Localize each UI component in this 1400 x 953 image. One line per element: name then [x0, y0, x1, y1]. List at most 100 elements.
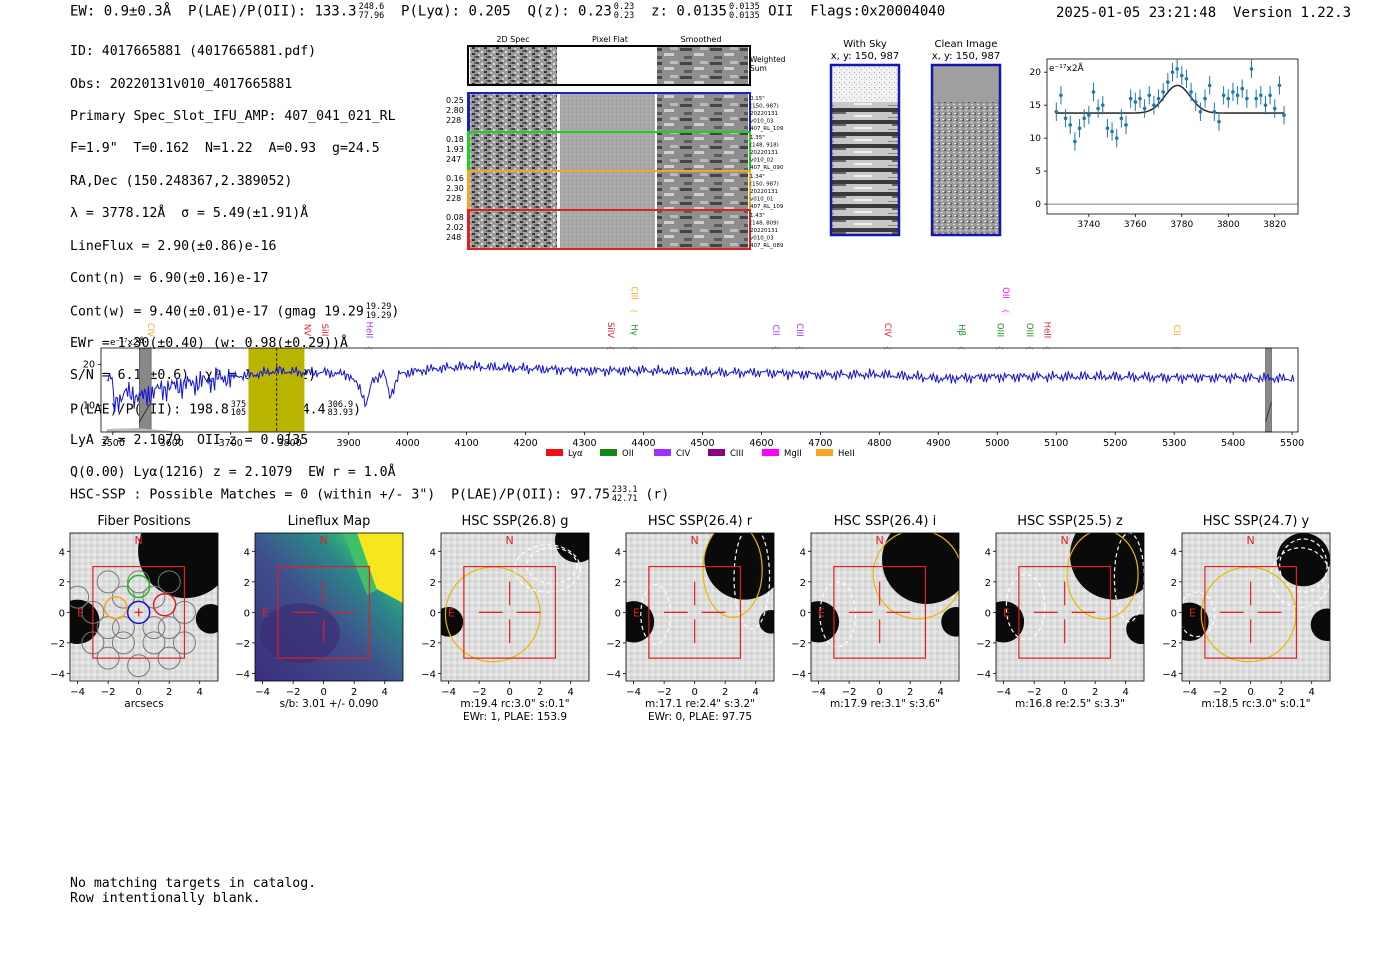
hsc-east-4: E [818, 606, 825, 619]
info-id: ID: 4017665881 (4017665881.pdf) [70, 44, 317, 60]
spec-frame [100, 347, 1299, 433]
header-z-hi: 0.0135 [728, 2, 760, 12]
hsc-box-6 [1204, 565, 1298, 659]
hsc-ytick-label-3-3: −2 [606, 639, 621, 650]
footer-notes: No matching targets in catalog. Row inten… [70, 876, 316, 906]
hsc-source-0-2 [195, 604, 218, 634]
header-z: z: 0.0135 [651, 3, 727, 20]
col-label-smooth: Smoothed [681, 35, 722, 44]
spec-line-markers: CIV{NV{SiII{HeII{SiIV{CIII{Hγ{CII{CIII{C… [145, 286, 1181, 350]
hsc-source-2-0 [441, 607, 464, 637]
hsc-xtick-label-0-3: 2 [166, 687, 172, 698]
spec-xtick-label-4800: 4800 [867, 438, 891, 449]
hsc-xtick-label-4-1: −2 [842, 687, 857, 698]
hsc-panel-0: Fiber Positions N E 4 2 0 −2 −4 −4 −2 0 2 4 arcsecs [50, 514, 219, 710]
hsc-east-5: E [1003, 606, 1010, 619]
hsc-ytick-label-5-4: −4 [976, 669, 991, 680]
header-plae-range: 248.6 77.96 [359, 3, 385, 20]
fit-point-19 [1142, 106, 1147, 111]
info-q: Q(0.00) Lyα(1216) z = 2.1079 EW r = 1.0Å [70, 465, 396, 481]
cutout-right-1-1: (148, 918) [750, 143, 779, 149]
hsc-ytick-label-4-0: 4 [800, 547, 806, 558]
fit-point-49 [1282, 113, 1286, 117]
hsc-panel-title-4: HSC SSP(26.4) i [834, 514, 936, 529]
spec-xtick-label-3700: 3700 [219, 438, 243, 449]
fit-point-45 [1263, 103, 1268, 107]
hsc-frame-3 [625, 532, 775, 682]
hsc-xtick-label-6-3: 2 [1278, 687, 1284, 698]
spec-xtick-label-4100: 4100 [454, 438, 478, 449]
cutout-left-2-1: 2.30 [446, 184, 464, 193]
hsc-xtick-label-3-3: 2 [722, 687, 728, 698]
fit-axes: 0 5 10 15 20 3740 3760 3780 3800 3820 [1030, 58, 1299, 230]
spec-marker-11: OII [1000, 287, 1010, 299]
info-plae-w-lo: 83.93 [327, 408, 354, 418]
hsc-ellipse-4-0 [872, 533, 959, 620]
hsc-caption-1-0: arcsecs [124, 698, 163, 710]
hsc-xtick-label-4-4: 4 [938, 687, 944, 698]
hsc-source-3-2 [759, 609, 774, 634]
spec-marker-15: CII [1171, 325, 1181, 336]
header-plae: P(LAE)/P(OII): 133.3 [188, 3, 357, 20]
fit-point-39 [1235, 93, 1240, 98]
fit-point-44 [1259, 93, 1263, 98]
hsc-ellipse-6-3 [1182, 591, 1216, 638]
hsc-xtick-label-5-4: 4 [1123, 687, 1129, 698]
fit-point-6 [1082, 116, 1086, 121]
clean-image [933, 102, 999, 234]
cutout-flat-2 [560, 172, 655, 209]
hsc-panel-title-0: Fiber Positions [97, 514, 190, 529]
cutout-left-0-0: 0.25 [446, 96, 464, 105]
info-primary: Primary Spec_Slot_IFU_AMP: 407_041_021_R… [70, 108, 396, 124]
fit-model-curve [1056, 84, 1285, 114]
spec-xtick-label-4500: 4500 [690, 438, 714, 449]
cutout-left-1-0: 0.18 [446, 135, 464, 144]
fit-point-40 [1240, 86, 1245, 91]
fit-point-41 [1245, 96, 1249, 101]
hsc-title-lo: 42.71 [611, 493, 638, 504]
fiber-highlight-3 [104, 596, 128, 620]
hsc-ellipse-5-0 [1066, 533, 1139, 620]
fit-point-8 [1091, 90, 1096, 94]
hsc-caption-1-3: m:17.1 re:2.4" s:3.2" [645, 698, 755, 710]
hsc-xtick-label-4-3: 2 [907, 687, 913, 698]
cutout-right-0-2: 20220131 [750, 111, 778, 117]
hsc-xtick-label-2-3: 2 [537, 687, 543, 698]
fit-point-46 [1268, 93, 1272, 98]
fiber-17 [70, 585, 90, 609]
info-plae-w-hi: 306.9 [327, 399, 354, 410]
spec-xtick-label-5100: 5100 [1044, 438, 1068, 449]
info-plae-lo: 105 [230, 408, 247, 418]
spec-xtick-label-3900: 3900 [337, 438, 361, 449]
hsc-source-4-0 [811, 601, 840, 643]
lineflux-hotspot [355, 533, 403, 603]
hsc-frame-1 [254, 532, 404, 682]
hsc-xtick-label-6-2: 0 [1247, 687, 1253, 698]
spec-axes: 10 20 3500 3600 3700 3800 3900 4000 4100 4200 4300… [83, 347, 1304, 449]
hsc-east-6: E [1189, 606, 1196, 619]
spec-marker-13: OIII [1024, 323, 1034, 337]
fiber-12 [142, 631, 166, 655]
hsc-xtick-label-0-0: −4 [70, 687, 85, 698]
hsc-ellipse-2-2 [514, 544, 581, 593]
hsc-ytick-label-4-2: 0 [800, 608, 806, 619]
fit-ylabel: e⁻¹⁷x2Å [1049, 62, 1085, 74]
cutout-right-0-4: 407_RL_109 [750, 126, 784, 132]
hsc-ytick-label-0-4: −4 [50, 669, 65, 680]
weighted-label-1: Weighted [750, 55, 786, 64]
hsc-title-hi: 233.1 [611, 485, 638, 495]
hsc-xtick-label-0-1: −2 [101, 687, 116, 698]
hsc-xtick-label-2-0: −4 [441, 687, 456, 698]
cutout-left-0-1: 2.80 [446, 106, 464, 115]
info-cont-w-text: Cont(w) = 9.40(±0.01)e-17 (gmag 19.29 [70, 304, 364, 320]
hsc-caption-1-5: m:16.8 re:2.5" s:3.3" [1015, 698, 1125, 710]
spec-legend-label-5: HeII [838, 449, 855, 459]
hsc-source-4-2 [941, 607, 959, 637]
fit-model [1056, 84, 1285, 114]
with-sky-image [832, 102, 898, 234]
hsc-title-range: 233.1 42.71 [612, 486, 638, 503]
spec-legend-swatch-2 [654, 449, 671, 456]
